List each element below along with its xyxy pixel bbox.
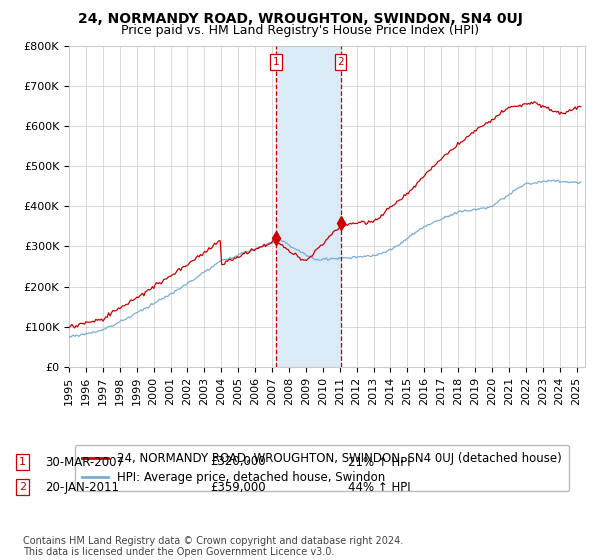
Text: 24, NORMANDY ROAD, WROUGHTON, SWINDON, SN4 0UJ: 24, NORMANDY ROAD, WROUGHTON, SWINDON, S…: [77, 12, 523, 26]
Legend: 24, NORMANDY ROAD, WROUGHTON, SWINDON, SN4 0UJ (detached house), HPI: Average pr: 24, NORMANDY ROAD, WROUGHTON, SWINDON, S…: [75, 445, 569, 491]
Text: £359,000: £359,000: [210, 480, 266, 494]
Text: Contains HM Land Registry data © Crown copyright and database right 2024.
This d: Contains HM Land Registry data © Crown c…: [23, 535, 403, 557]
Text: 2: 2: [19, 482, 26, 492]
Text: 2: 2: [337, 57, 344, 67]
Text: Price paid vs. HM Land Registry's House Price Index (HPI): Price paid vs. HM Land Registry's House …: [121, 24, 479, 37]
Text: 1: 1: [273, 57, 280, 67]
Text: 30-MAR-2007: 30-MAR-2007: [45, 455, 124, 469]
Text: £320,000: £320,000: [210, 455, 266, 469]
Text: 44% ↑ HPI: 44% ↑ HPI: [348, 480, 410, 494]
Bar: [276, 46, 341, 367]
Text: 21% ↑ HPI: 21% ↑ HPI: [348, 455, 410, 469]
Text: 20-JAN-2011: 20-JAN-2011: [45, 480, 119, 494]
Text: 1: 1: [19, 457, 26, 467]
